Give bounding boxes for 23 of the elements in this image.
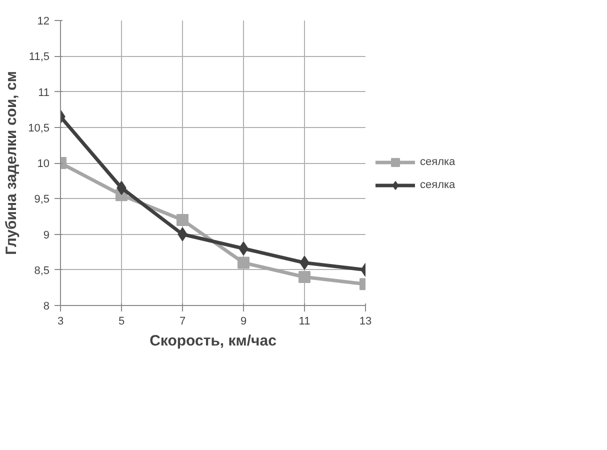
legend-label: сеялка: [420, 156, 456, 168]
y-tick-label: 8,5: [34, 264, 50, 277]
x-tick-label: 11: [298, 316, 310, 328]
x-tick-label: 13: [359, 316, 372, 328]
point: [176, 214, 188, 226]
y-axis-title: Глубина заделки сои, см: [3, 71, 20, 255]
y-tick-label: 8: [43, 300, 50, 312]
point: [238, 256, 250, 269]
x-tick-label: 3: [57, 316, 64, 328]
x-tick-label: 9: [240, 316, 247, 328]
y-tick-label: 9,5: [34, 194, 50, 206]
legend-label: сеялка: [420, 179, 456, 191]
point: [238, 242, 248, 256]
y-tick-label: 12: [37, 16, 50, 28]
x-tick-label: 7: [179, 316, 186, 328]
y-tick-label: 11,5: [28, 51, 50, 64]
x-axis-title: Скорость, км/час: [150, 332, 276, 350]
y-tick-label: 11: [38, 86, 50, 99]
y-tick-label: 10: [37, 158, 50, 170]
y-tick-label: 10,5: [28, 122, 50, 134]
y-tick-label: 9: [43, 229, 50, 242]
x-tick-label: 5: [118, 316, 125, 328]
point: [298, 271, 310, 283]
